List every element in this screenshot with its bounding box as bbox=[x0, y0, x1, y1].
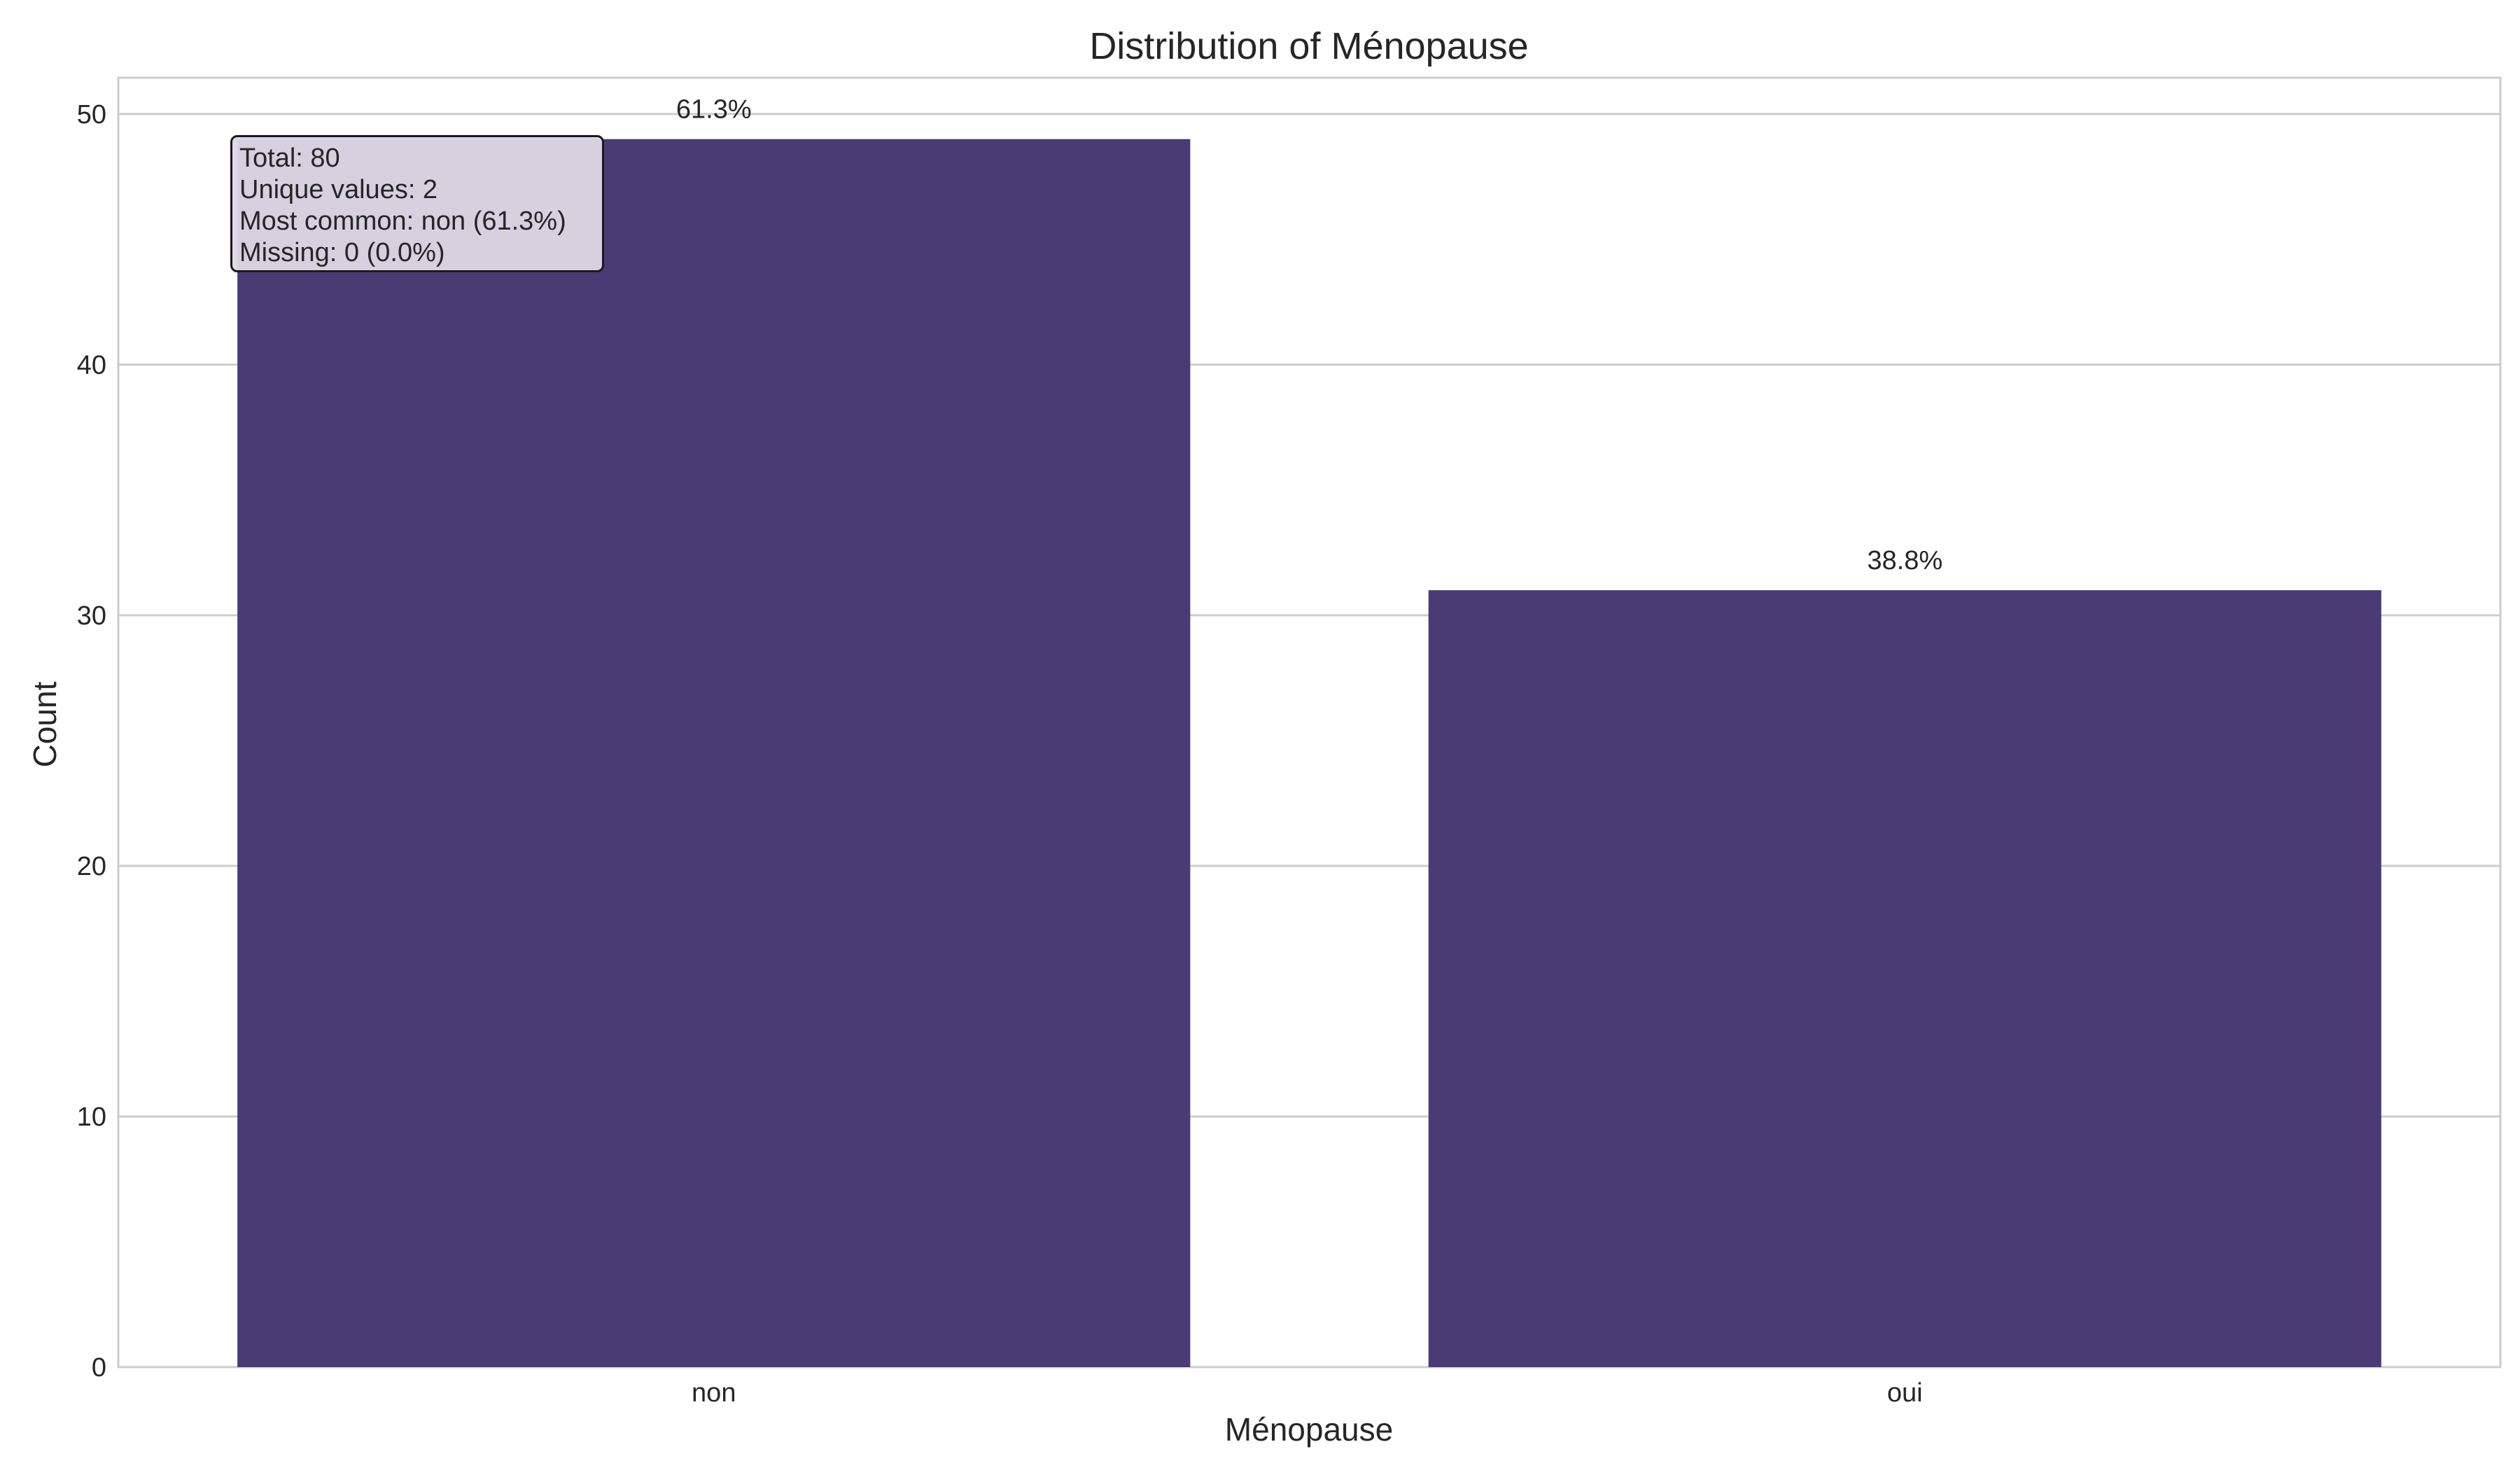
y-tick-label: 50 bbox=[77, 100, 106, 130]
plot-frame bbox=[117, 76, 2502, 1368]
bar-oui bbox=[1428, 590, 2381, 1367]
y-tick-label: 10 bbox=[77, 1102, 106, 1132]
bar-value-label: 61.3% bbox=[676, 95, 752, 125]
x-tick-labels: non oui bbox=[692, 1378, 1923, 1408]
stats-total: Total: 80 bbox=[239, 144, 340, 173]
y-tick-label: 30 bbox=[77, 601, 106, 631]
y-tick-label: 20 bbox=[77, 852, 106, 881]
x-axis-label: Ménopause bbox=[1225, 1411, 1393, 1448]
x-tick-label: oui bbox=[1887, 1378, 1923, 1408]
stats-most-common: Most common: non (61.3%) bbox=[239, 206, 566, 236]
bars bbox=[237, 139, 2381, 1368]
bar-value-labels: 61.3% 38.8% bbox=[676, 95, 1942, 575]
chart-title: Distribution of Ménopause bbox=[1089, 25, 1528, 67]
y-axis-label: Count bbox=[27, 681, 63, 767]
y-tick-label: 40 bbox=[77, 351, 106, 380]
x-tick-label: non bbox=[692, 1378, 736, 1408]
y-tick-label: 0 bbox=[92, 1353, 106, 1382]
y-tick-labels: 0 10 20 30 40 50 bbox=[77, 100, 106, 1382]
stats-unique-values: Unique values: 2 bbox=[239, 175, 438, 204]
summary-stats-box: Total: 80 Unique values: 2 Most common: … bbox=[230, 135, 604, 272]
stats-missing: Missing: 0 (0.0%) bbox=[239, 238, 445, 267]
bar-non bbox=[237, 139, 1191, 1368]
bar-value-label: 38.8% bbox=[1867, 546, 1942, 575]
